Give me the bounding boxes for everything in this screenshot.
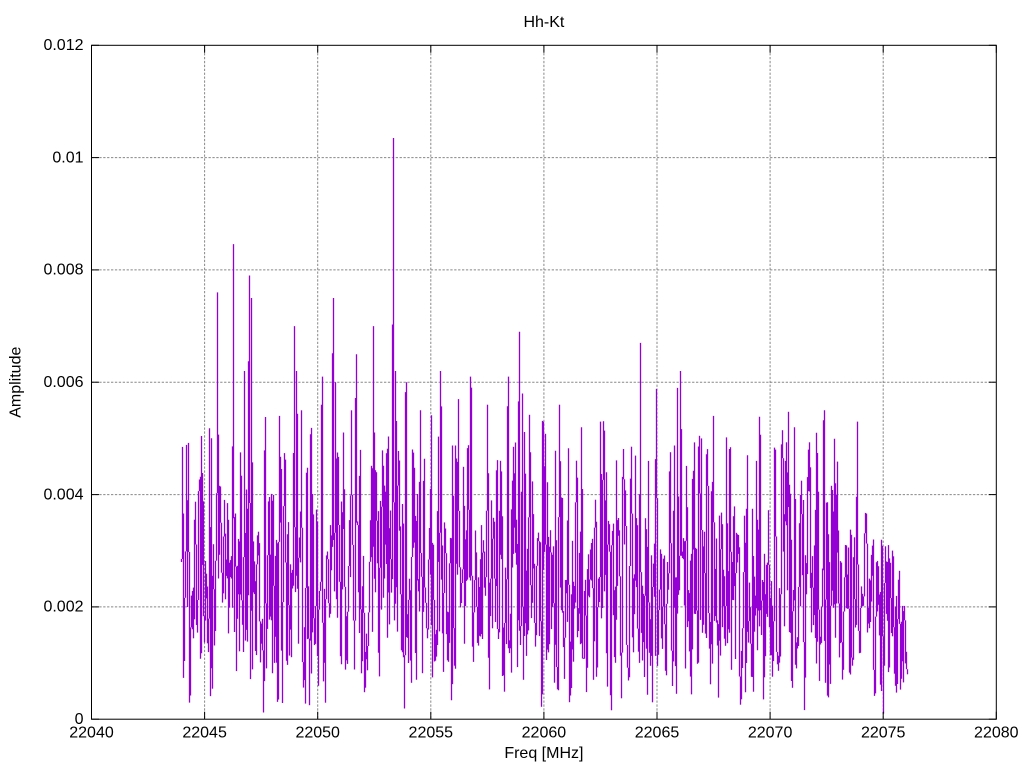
svg-text:22050: 22050 [295,725,340,742]
svg-text:22045: 22045 [182,725,227,742]
svg-text:Hh-Kt: Hh-Kt [523,14,564,31]
svg-text:22070: 22070 [748,725,793,742]
svg-text:Amplitude: Amplitude [8,347,25,418]
svg-text:0: 0 [75,711,84,728]
svg-text:0.008: 0.008 [43,262,83,279]
svg-text:0.004: 0.004 [43,486,83,503]
svg-text:0.002: 0.002 [43,599,83,616]
svg-text:0.012: 0.012 [43,37,83,54]
svg-text:0.01: 0.01 [52,149,83,166]
svg-text:22080: 22080 [974,725,1019,742]
svg-text:Freq [MHz]: Freq [MHz] [504,745,583,762]
svg-text:22040: 22040 [69,725,114,742]
svg-text:22060: 22060 [522,725,567,742]
svg-text:22065: 22065 [635,725,680,742]
svg-text:22055: 22055 [409,725,454,742]
svg-text:22075: 22075 [861,725,906,742]
svg-text:0.006: 0.006 [43,374,83,391]
